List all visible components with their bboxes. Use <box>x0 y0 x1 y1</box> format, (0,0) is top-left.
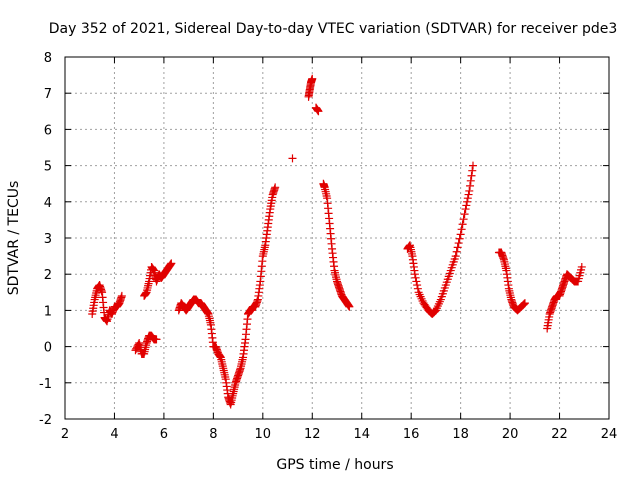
data-point <box>152 335 161 344</box>
y-tick-label: 8 <box>44 51 52 66</box>
x-axis-label: GPS time / hours <box>276 457 393 473</box>
data-point <box>411 273 420 282</box>
data-point <box>468 166 477 175</box>
y-tick-label: 4 <box>44 196 52 211</box>
data-point <box>410 270 419 279</box>
data-points <box>88 74 586 409</box>
data-point <box>463 194 472 203</box>
y-tick-label: 1 <box>44 304 52 319</box>
data-point <box>464 190 473 199</box>
data-point <box>466 181 475 190</box>
ticks <box>64 56 610 420</box>
y-tick-label: -2 <box>39 413 52 428</box>
data-point <box>458 220 467 229</box>
x-tick-label: 10 <box>255 427 272 442</box>
data-point <box>460 210 469 219</box>
y-tick-label: 6 <box>44 123 52 138</box>
data-point <box>412 277 421 286</box>
data-point <box>314 107 323 116</box>
x-tick-label: 4 <box>110 427 118 442</box>
y-tick-label: 3 <box>44 232 52 247</box>
data-point <box>271 183 280 192</box>
data-point <box>456 230 465 239</box>
y-tick-label: 0 <box>44 341 52 356</box>
x-tick-label: 20 <box>502 427 519 442</box>
data-point <box>451 252 460 261</box>
data-point <box>469 161 477 170</box>
x-tick-label: 8 <box>209 427 217 442</box>
data-point <box>463 197 472 206</box>
data-point <box>577 262 586 271</box>
y-tick-label: -1 <box>39 377 52 392</box>
data-point <box>465 186 474 195</box>
data-point <box>413 281 422 290</box>
data-point <box>462 201 471 210</box>
data-point <box>452 247 461 256</box>
data-point <box>519 300 528 309</box>
data-point <box>413 284 422 293</box>
x-tick-label: 16 <box>403 427 420 442</box>
x-tick-label: 14 <box>353 427 370 442</box>
data-point <box>459 215 468 224</box>
data-point <box>455 234 464 243</box>
grid <box>65 57 609 419</box>
x-tick-label: 24 <box>601 427 618 442</box>
data-point <box>454 239 463 248</box>
data-point <box>466 176 475 185</box>
data-point <box>345 302 354 311</box>
data-point <box>520 299 529 308</box>
data-point <box>288 154 297 163</box>
x-tick-label: 12 <box>304 427 321 442</box>
x-tick-label: 6 <box>160 427 168 442</box>
x-tick-label: 18 <box>452 427 469 442</box>
x-tick-label: 2 <box>61 427 69 442</box>
chart-title: Day 352 of 2021, Sidereal Day-to-day VTE… <box>49 21 618 37</box>
y-axis-label: SDTVAR / TECUs <box>6 181 22 296</box>
data-point <box>167 259 176 268</box>
data-point <box>457 225 466 234</box>
data-point <box>467 171 476 180</box>
data-point <box>453 243 462 252</box>
y-tick-label: 5 <box>44 160 52 175</box>
y-tick-label: 7 <box>44 87 52 102</box>
data-point <box>461 205 470 214</box>
data-point <box>117 291 126 300</box>
y-tick-label: 2 <box>44 268 52 283</box>
data-point <box>520 299 529 308</box>
data-point <box>308 74 317 83</box>
x-tick-label: 22 <box>551 427 568 442</box>
